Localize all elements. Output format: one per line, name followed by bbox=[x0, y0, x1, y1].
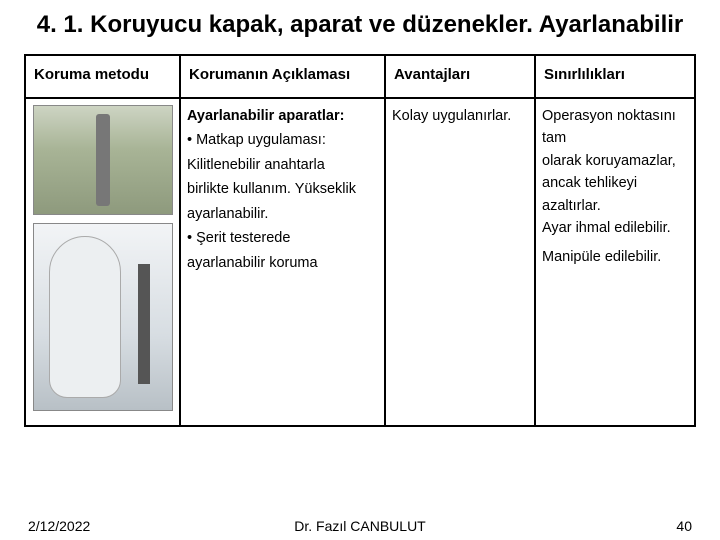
slide-title: 4. 1. Koruyucu kapak, aparat ve düzenekl… bbox=[24, 10, 696, 40]
lim-line: Manipüle edilebilir. bbox=[542, 246, 688, 268]
header-limitations: Sınırlılıkları bbox=[535, 55, 695, 98]
slide: 4. 1. Koruyucu kapak, aparat ve düzenekl… bbox=[0, 0, 720, 540]
table-header-row: Koruma metodu Korumanın Açıklaması Avant… bbox=[25, 55, 695, 98]
band-saw-image bbox=[33, 223, 173, 411]
cell-description: Ayarlanabilir aparatlar: • Matkap uygula… bbox=[180, 98, 385, 426]
header-advantages: Avantajları bbox=[385, 55, 535, 98]
lim-line: olarak koruyamazlar, bbox=[542, 150, 688, 172]
cell-advantages: Kolay uygulanırlar. bbox=[385, 98, 535, 426]
lim-line: ancak tehlikeyi azaltırlar. bbox=[542, 172, 688, 217]
desc-line: Kilitlenebilir anahtarla bbox=[187, 154, 378, 176]
desc-heading: Ayarlanabilir aparatlar: bbox=[187, 105, 378, 127]
desc-line: • Matkap uygulaması: bbox=[187, 129, 378, 151]
desc-line: • Şerit testerede bbox=[187, 227, 378, 249]
header-method: Koruma metodu bbox=[25, 55, 180, 98]
description-text: Ayarlanabilir aparatlar: • Matkap uygula… bbox=[187, 105, 378, 274]
header-description: Korumanın Açıklaması bbox=[180, 55, 385, 98]
slide-footer: 2/12/2022 Dr. Fazıl CANBULUT 40 bbox=[0, 518, 720, 534]
footer-date: 2/12/2022 bbox=[28, 518, 90, 534]
lim-line: Ayar ihmal edilebilir. bbox=[542, 217, 688, 239]
drill-press-image bbox=[33, 105, 173, 215]
guarding-table: Koruma metodu Korumanın Açıklaması Avant… bbox=[24, 54, 696, 427]
footer-page-number: 40 bbox=[676, 518, 692, 534]
table-row: Ayarlanabilir aparatlar: • Matkap uygula… bbox=[25, 98, 695, 426]
footer-author: Dr. Fazıl CANBULUT bbox=[0, 518, 720, 534]
lim-line: Operasyon noktasını tam bbox=[542, 105, 688, 150]
desc-line: birlikte kullanım. Yükseklik bbox=[187, 178, 378, 200]
cell-method-images bbox=[25, 98, 180, 426]
adv-line: Kolay uygulanırlar. bbox=[392, 105, 528, 127]
desc-line: ayarlanabilir koruma bbox=[187, 252, 378, 274]
desc-line: ayarlanabilir. bbox=[187, 203, 378, 225]
cell-limitations: Operasyon noktasını tam olarak koruyamaz… bbox=[535, 98, 695, 426]
